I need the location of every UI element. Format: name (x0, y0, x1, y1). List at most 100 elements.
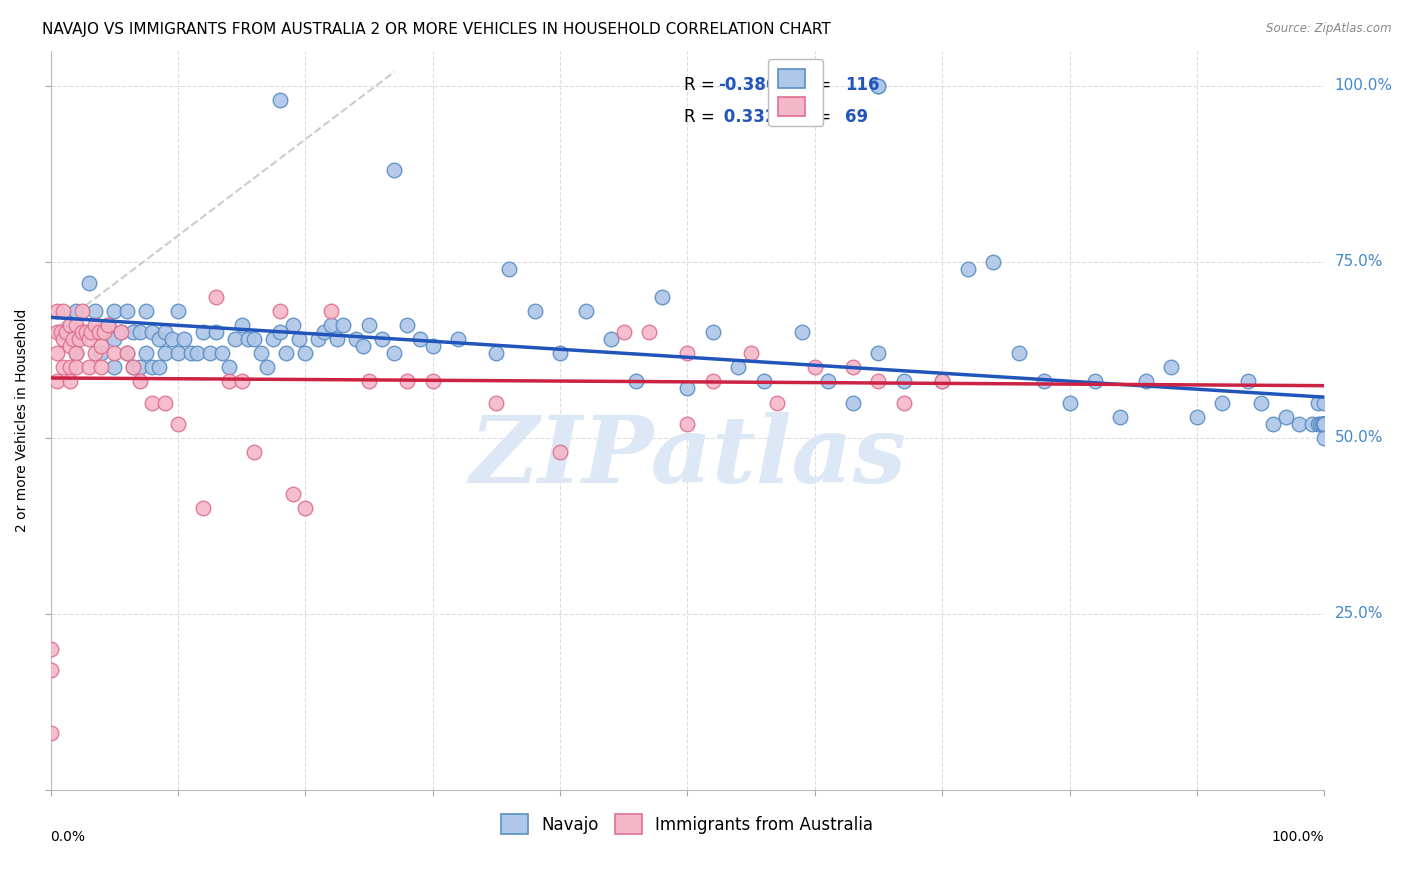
Point (103, 346, 125, 360)
Point (72, 325, 94, 339)
Text: N =: N = (789, 108, 837, 126)
Text: -0.386: -0.386 (718, 76, 778, 94)
Point (90, 325, 112, 339)
Point (790, 325, 813, 339)
Text: 100.0%: 100.0% (1271, 830, 1324, 844)
Point (288, 332, 311, 346)
Point (548, 346, 571, 360)
Point (1059, 395, 1081, 409)
Point (205, 325, 228, 339)
Point (1313, 417, 1336, 431)
Point (752, 375, 775, 389)
Point (39, 726, 62, 740)
Text: R =: R = (683, 108, 720, 126)
Point (384, 163, 406, 178)
Point (1306, 417, 1329, 431)
Point (676, 417, 699, 431)
Point (167, 417, 190, 431)
Point (1033, 375, 1056, 389)
Point (1313, 417, 1336, 431)
Point (1135, 375, 1157, 389)
Point (1313, 417, 1336, 431)
Point (868, 346, 890, 360)
Point (1313, 417, 1336, 431)
Point (180, 346, 202, 360)
Point (87, 325, 110, 339)
Legend: Navajo, Immigrants from Australia: Navajo, Immigrants from Australia (495, 808, 880, 840)
Point (97, 318, 120, 332)
Point (893, 375, 915, 389)
Point (269, 93, 291, 107)
Point (626, 375, 648, 389)
Point (90, 360, 112, 375)
Text: 50.0%: 50.0% (1334, 430, 1384, 445)
Point (243, 444, 266, 458)
Point (49, 325, 72, 339)
Point (384, 346, 406, 360)
Point (702, 325, 724, 339)
Point (198, 346, 221, 360)
Point (1160, 360, 1182, 375)
Point (651, 290, 673, 304)
Point (52, 360, 75, 375)
Point (67, 332, 90, 346)
Point (141, 395, 163, 409)
Point (485, 395, 508, 409)
Point (956, 261, 979, 276)
Point (765, 395, 787, 409)
Point (1313, 417, 1336, 431)
Point (319, 318, 342, 332)
Text: ZIPatlas: ZIPatlas (470, 412, 905, 502)
Point (193, 325, 215, 339)
Point (269, 304, 291, 318)
Point (702, 375, 724, 389)
Point (422, 339, 444, 353)
Point (352, 339, 374, 353)
Point (160, 332, 183, 346)
Point (218, 360, 240, 375)
Point (55, 325, 77, 339)
Point (148, 360, 170, 375)
Point (893, 395, 915, 409)
Point (868, 375, 890, 389)
Point (141, 360, 163, 375)
Point (128, 360, 150, 375)
Point (1313, 417, 1336, 431)
Point (218, 375, 240, 389)
Point (77, 325, 100, 339)
Point (981, 254, 1004, 268)
Point (842, 395, 865, 409)
Point (84, 346, 107, 360)
Point (676, 381, 699, 395)
Point (103, 332, 125, 346)
Text: 75.0%: 75.0% (1334, 254, 1384, 269)
Point (243, 332, 266, 346)
Point (148, 332, 170, 346)
Text: 0.0%: 0.0% (51, 830, 86, 844)
Point (77, 276, 100, 290)
Point (931, 375, 953, 389)
Point (236, 332, 259, 346)
Point (1313, 417, 1336, 431)
Point (84, 318, 107, 332)
Point (294, 501, 316, 516)
Point (153, 346, 176, 360)
Point (1313, 417, 1336, 431)
Point (45, 346, 67, 360)
Point (868, 78, 890, 93)
Point (39, 641, 62, 656)
Point (193, 501, 215, 516)
Point (422, 375, 444, 389)
Point (122, 360, 145, 375)
Point (931, 375, 953, 389)
Point (498, 261, 520, 276)
Point (141, 325, 163, 339)
Point (135, 304, 157, 318)
Point (122, 325, 145, 339)
Point (332, 318, 354, 332)
Point (523, 304, 546, 318)
Point (77, 332, 100, 346)
Point (59, 339, 82, 353)
Point (167, 304, 190, 318)
Point (84, 304, 107, 318)
